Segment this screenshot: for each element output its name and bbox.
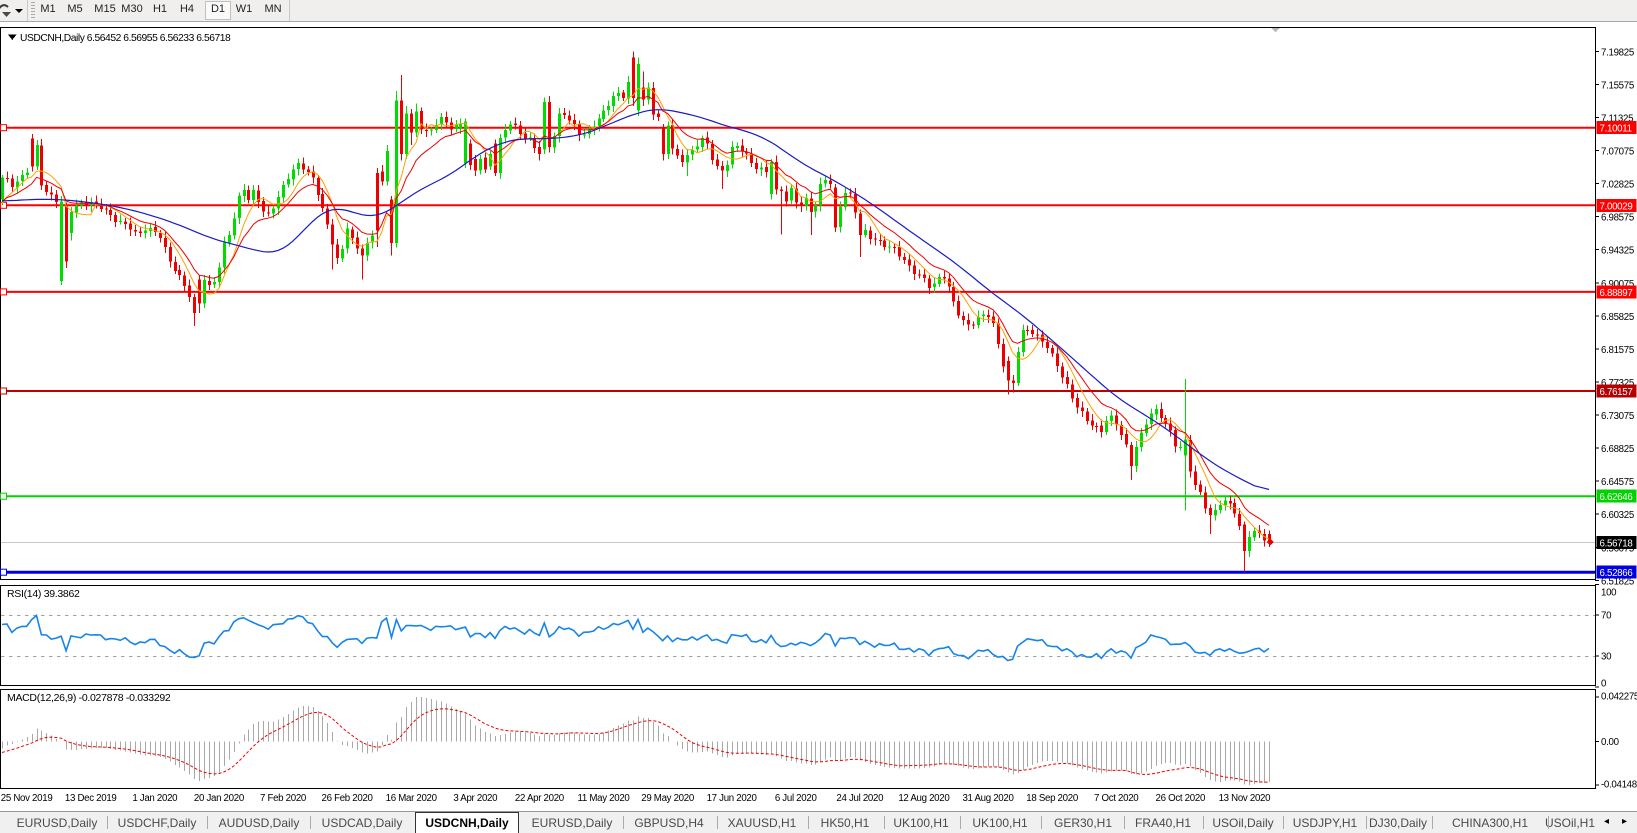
svg-text:6.88897: 6.88897 [1600, 288, 1633, 299]
svg-text:6.81575: 6.81575 [1601, 345, 1634, 356]
svg-text:MACD(12,26,9) -0.027878 -0.033: MACD(12,26,9) -0.027878 -0.033292 [7, 692, 171, 704]
svg-text:6.52866: 6.52866 [1600, 568, 1633, 579]
svg-text:100: 100 [1601, 588, 1617, 599]
svg-text:7 Feb 2020: 7 Feb 2020 [260, 793, 307, 804]
svg-text:6 Jul 2020: 6 Jul 2020 [775, 793, 818, 804]
svg-text:24 Jul 2020: 24 Jul 2020 [836, 793, 884, 804]
svg-text:30: 30 [1601, 652, 1612, 663]
svg-text:6.76157: 6.76157 [1600, 387, 1633, 398]
svg-text:6.85825: 6.85825 [1601, 312, 1634, 323]
svg-text:26 Oct 2020: 26 Oct 2020 [1156, 793, 1206, 804]
svg-text:3 Apr 2020: 3 Apr 2020 [453, 793, 498, 804]
svg-text:6.56718: 6.56718 [1600, 538, 1633, 549]
svg-text:29 May 2020: 29 May 2020 [641, 793, 695, 804]
svg-text:17 Jun 2020: 17 Jun 2020 [707, 793, 758, 804]
svg-text:12 Aug 2020: 12 Aug 2020 [898, 793, 950, 804]
svg-text:0.00: 0.00 [1601, 737, 1620, 748]
svg-text:-0.04148: -0.04148 [1601, 779, 1637, 790]
svg-text:6.60325: 6.60325 [1601, 510, 1634, 521]
svg-text:7.10011: 7.10011 [1600, 124, 1632, 135]
svg-text:20 Jan 2020: 20 Jan 2020 [194, 793, 245, 804]
svg-text:22 Apr 2020: 22 Apr 2020 [515, 793, 565, 804]
svg-text:6.51825: 6.51825 [1601, 576, 1634, 587]
svg-text:6.77325: 6.77325 [1601, 378, 1634, 389]
svg-text:26 Feb 2020: 26 Feb 2020 [322, 793, 374, 804]
svg-text:6.64575: 6.64575 [1601, 477, 1634, 488]
svg-text:7.02825: 7.02825 [1601, 180, 1634, 191]
svg-text:7.15575: 7.15575 [1601, 80, 1634, 91]
svg-text:25 Nov 2019: 25 Nov 2019 [1, 793, 53, 804]
svg-text:0.042275: 0.042275 [1601, 692, 1637, 703]
svg-text:6.62646: 6.62646 [1600, 492, 1633, 503]
svg-text:7.07075: 7.07075 [1601, 147, 1634, 158]
svg-text:6.90075: 6.90075 [1601, 279, 1634, 290]
svg-text:11 May 2020: 11 May 2020 [578, 793, 631, 804]
svg-text:16 Mar 2020: 16 Mar 2020 [386, 793, 438, 804]
svg-text:7 Oct 2020: 7 Oct 2020 [1094, 793, 1139, 804]
svg-text:USDCNH,Daily 6.56452 6.56955: USDCNH,Daily 6.56452 6.56955 6.56233 6.5… [20, 33, 231, 44]
svg-text:6.73075: 6.73075 [1601, 411, 1634, 422]
svg-text:7.11325: 7.11325 [1601, 113, 1633, 124]
svg-text:70: 70 [1601, 611, 1612, 622]
svg-text:0: 0 [1601, 679, 1607, 690]
svg-text:18 Sep 2020: 18 Sep 2020 [1026, 793, 1079, 804]
svg-text:13 Dec 2019: 13 Dec 2019 [65, 793, 117, 804]
svg-text:7.00029: 7.00029 [1600, 201, 1633, 212]
svg-text:31 Aug 2020: 31 Aug 2020 [962, 793, 1014, 804]
svg-text:6.94325: 6.94325 [1601, 246, 1634, 257]
svg-text:6.98575: 6.98575 [1601, 213, 1634, 224]
svg-text:6.68825: 6.68825 [1601, 444, 1634, 455]
svg-text:13 Nov 2020: 13 Nov 2020 [1219, 793, 1272, 804]
svg-text:RSI(14) 39.3862: RSI(14) 39.3862 [7, 588, 80, 600]
svg-text:7.19825: 7.19825 [1601, 47, 1634, 58]
svg-text:1 Jan 2020: 1 Jan 2020 [132, 793, 178, 804]
